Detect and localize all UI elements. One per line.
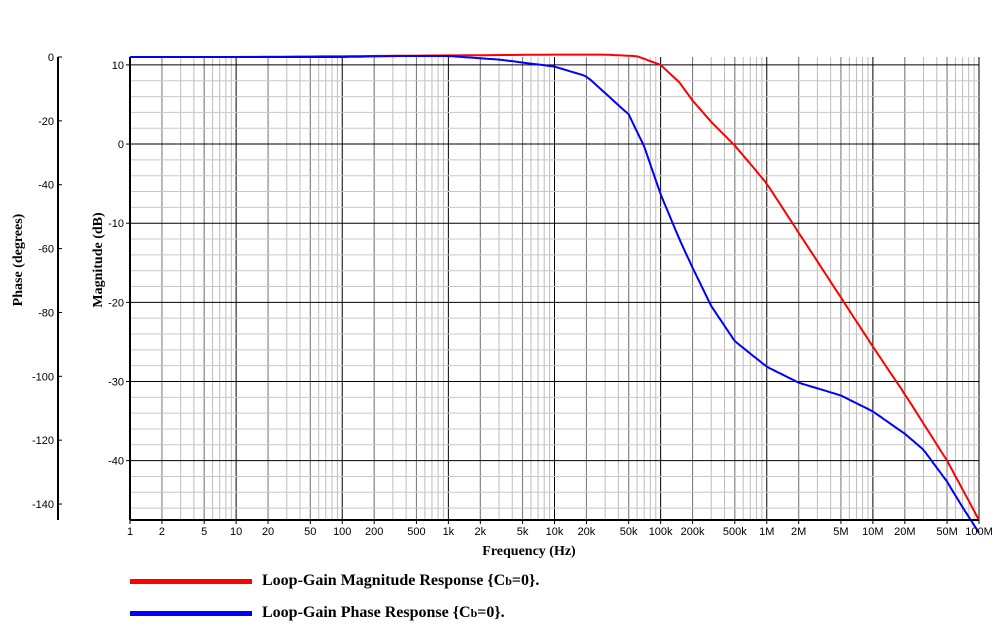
x-tick-label: 1k	[443, 526, 455, 538]
legend-phase: Loop-Gain Phase Response {C b =0}.	[130, 604, 505, 622]
legend-phase-swatch	[130, 610, 252, 616]
phase-series-line	[130, 55, 980, 534]
x-tick-label: 200	[365, 526, 383, 538]
y-tick-label: -40	[108, 456, 124, 468]
x-tick-label: 100k	[649, 526, 673, 538]
y-tick-label: -30	[108, 376, 124, 388]
legend-condition-suffix: =0}.	[477, 604, 505, 621]
x-tick-label: 2	[159, 526, 165, 538]
y-tick-label: 10	[112, 60, 124, 72]
x-tick-label: 1	[127, 526, 133, 538]
magnitude-axis-title: Magnitude (dB)	[91, 212, 106, 308]
x-tick-label: 500k	[723, 526, 747, 538]
legend-phase-label: Loop-Gain Phase Response	[262, 604, 449, 621]
legend-magnitude: Loop-Gain Magnitude Response {C b =0}.	[130, 572, 539, 590]
x-tick-label: 1M	[759, 526, 774, 538]
x-tick-label: 5M	[833, 526, 848, 538]
y2-tick-label: -20	[38, 116, 54, 128]
y2-tick-label: -40	[38, 180, 54, 192]
legend-magnitude-swatch	[130, 578, 252, 584]
magnitude-series-line	[130, 53, 980, 521]
x-tick-label: 100	[333, 526, 351, 538]
x-tick-label: 200k	[681, 526, 705, 538]
x-tick-label: 10	[230, 526, 242, 538]
x-tick-label: 100M	[965, 526, 993, 538]
legend-condition-prefix: {C	[452, 604, 471, 621]
y2-tick-label: -100	[32, 371, 54, 383]
y2-tick-label: -120	[32, 435, 54, 447]
x-tick-label: 10M	[862, 526, 883, 538]
y2-tick-label: -60	[38, 244, 54, 256]
legend-condition-suffix: =0}.	[511, 572, 540, 589]
x-axis-title: Frequency (Hz)	[482, 544, 576, 559]
x-tick-label: 5	[201, 526, 207, 538]
x-tick-label: 2k	[475, 526, 487, 538]
axes	[57, 56, 980, 524]
x-tick-label: 20M	[894, 526, 915, 538]
legend-magnitude-label: Loop-Gain Magnitude Response	[262, 572, 484, 589]
x-tick-label: 5k	[517, 526, 529, 538]
x-tick-label: 2M	[791, 526, 806, 538]
y-tick-label: -20	[108, 297, 124, 309]
x-tick-label: 500	[407, 526, 425, 538]
y2-tick-label: -80	[38, 307, 54, 319]
y2-tick-label: -140	[32, 499, 54, 511]
legend-condition-sub: b	[470, 605, 478, 620]
x-tick-label: 10k	[546, 526, 564, 538]
y2-tick-label: 0	[48, 52, 54, 64]
x-tick-label: 50k	[620, 526, 638, 538]
x-tick-label: 50	[304, 526, 316, 538]
legend-condition-sub: b	[505, 573, 512, 588]
y-tick-label: -10	[108, 218, 124, 230]
series-layer	[130, 53, 980, 534]
phase-axis-title: Phase (degrees)	[11, 213, 26, 306]
x-tick-label: 20k	[578, 526, 596, 538]
legend-condition-prefix: {C	[487, 572, 506, 589]
x-tick-label: 50M	[936, 526, 957, 538]
y-tick-label: 0	[118, 139, 124, 151]
labels: 1 2 5 10 20 50 100 200 500 1k 2k 5k 10k 20k 50k 100k 200…	[32, 52, 993, 538]
grid	[129, 57, 980, 520]
x-tick-label: 20	[262, 526, 274, 538]
